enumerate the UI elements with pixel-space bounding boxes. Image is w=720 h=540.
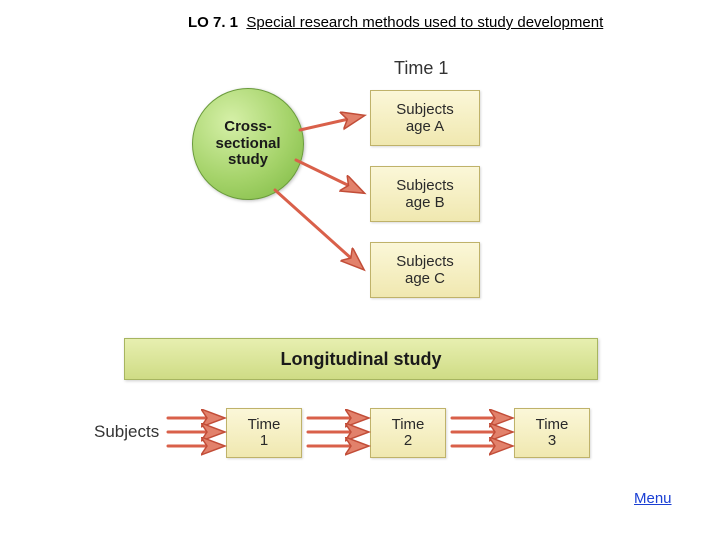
time3-l1: Time [515, 417, 589, 434]
subject-a-l1: Subjects [371, 101, 479, 118]
subject-box-b: Subjects age B [370, 166, 480, 222]
time1-l2: 1 [227, 433, 301, 450]
time1-l1: Time [227, 417, 301, 434]
time-box-2: Time 2 [370, 408, 446, 458]
circle-line1: Cross- [193, 119, 303, 136]
subject-c-l1: Subjects [371, 253, 479, 270]
lo-number: LO 7. 1 [188, 14, 238, 31]
circle-line2: sectional [193, 136, 303, 153]
cross-sectional-node: Cross- sectional study [192, 88, 304, 200]
time-box-1: Time 1 [226, 408, 302, 458]
subject-a-l2: age A [371, 118, 479, 135]
time1-label: Time 1 [394, 58, 448, 79]
page-title: LO 7. 1 Special research methods used to… [188, 14, 603, 31]
time-box-3: Time 3 [514, 408, 590, 458]
circle-line3: study [193, 152, 303, 169]
time2-l1: Time [371, 417, 445, 434]
subject-b-l1: Subjects [371, 177, 479, 194]
time3-l2: 3 [515, 433, 589, 450]
title-text: Special research methods used to study d… [246, 14, 603, 31]
menu-link[interactable]: Menu [634, 490, 672, 507]
subject-b-l2: age B [371, 194, 479, 211]
arrows-layer [0, 0, 720, 540]
subject-c-l2: age C [371, 270, 479, 287]
time2-l2: 2 [371, 433, 445, 450]
subjects-label: Subjects [94, 422, 159, 442]
subject-box-c: Subjects age C [370, 242, 480, 298]
subject-box-a: Subjects age A [370, 90, 480, 146]
longitudinal-bar: Longitudinal study [124, 338, 598, 380]
